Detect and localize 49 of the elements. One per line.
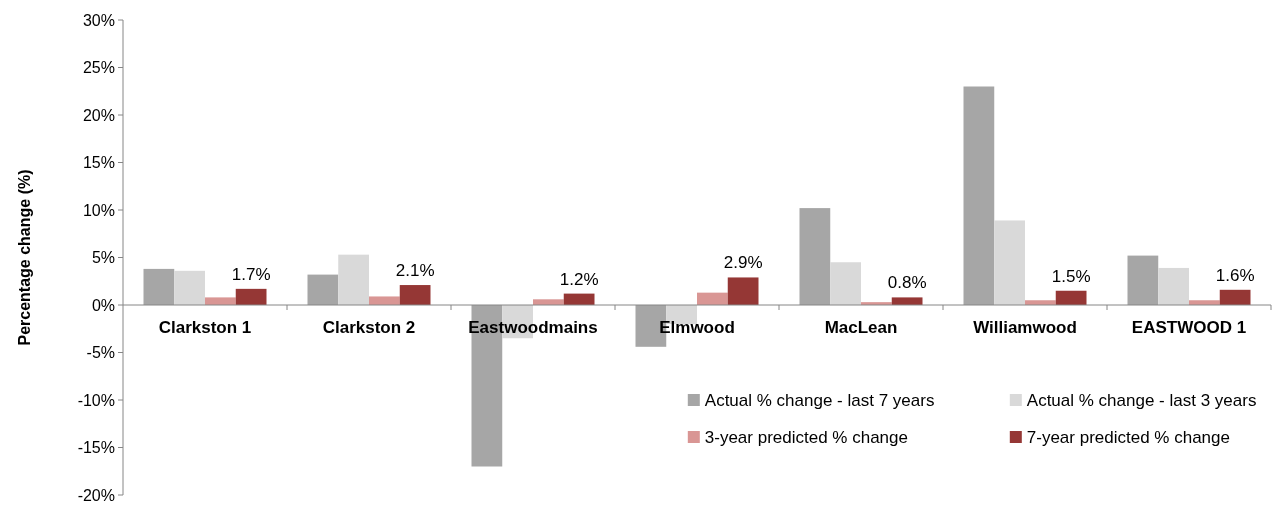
y-tick-label: 0% — [91, 296, 115, 314]
x-tick-label: Clarkston 2 — [322, 318, 416, 337]
legend-label: Actual % change - last 3 years — [1026, 390, 1257, 410]
bar — [174, 270, 205, 305]
bar — [1219, 289, 1251, 305]
data-label: 1.6% — [1215, 265, 1255, 285]
x-tick-label: Williamwood — [973, 318, 1077, 337]
bar — [994, 220, 1025, 305]
data-label: 2.1% — [395, 261, 435, 281]
x-tick-label: MacLean — [824, 318, 898, 337]
y-tick-label: -15% — [77, 439, 115, 457]
legend-label: 3-year predicted % change — [704, 427, 908, 447]
y-tick-label: 20% — [82, 106, 115, 124]
bar — [727, 277, 759, 305]
bar — [205, 297, 236, 305]
bar — [963, 86, 995, 305]
y-tick-label: -5% — [86, 344, 115, 362]
legend-label: 7-year predicted % change — [1026, 427, 1230, 447]
x-tick-label: Eastwoodmains — [468, 318, 598, 337]
x-tick-label: EASTWOOD 1 — [1131, 318, 1247, 337]
legend-label: Actual % change - last 7 years — [704, 390, 935, 410]
bar — [338, 254, 369, 305]
y-tick-label: 10% — [82, 201, 115, 219]
bar — [143, 268, 175, 305]
y-tick-label: 15% — [82, 154, 115, 172]
y-tick-label: 30% — [82, 11, 115, 29]
y-tick-label: 25% — [82, 59, 115, 77]
y-axis-title: Percentage change (%) — [16, 169, 33, 346]
bar — [1158, 267, 1189, 305]
data-label: 1.2% — [559, 269, 599, 289]
bar — [1127, 255, 1159, 305]
data-label: 2.9% — [723, 253, 763, 273]
bar — [307, 274, 339, 305]
bar — [799, 208, 831, 305]
bar — [369, 296, 400, 305]
data-label: 1.5% — [1051, 266, 1091, 286]
bar — [697, 292, 728, 305]
bar — [891, 297, 923, 305]
x-tick-label: Clarkston 1 — [158, 318, 252, 337]
bar — [830, 262, 861, 305]
y-tick-label: -10% — [77, 391, 115, 409]
bar — [235, 288, 267, 305]
data-label: 0.8% — [887, 273, 927, 293]
y-tick-label: 5% — [91, 249, 115, 267]
x-tick-label: Elmwood — [659, 318, 735, 337]
bar — [399, 285, 431, 305]
data-label: 1.7% — [231, 264, 271, 284]
y-tick-label: -20% — [77, 486, 115, 504]
bar — [1055, 290, 1087, 305]
